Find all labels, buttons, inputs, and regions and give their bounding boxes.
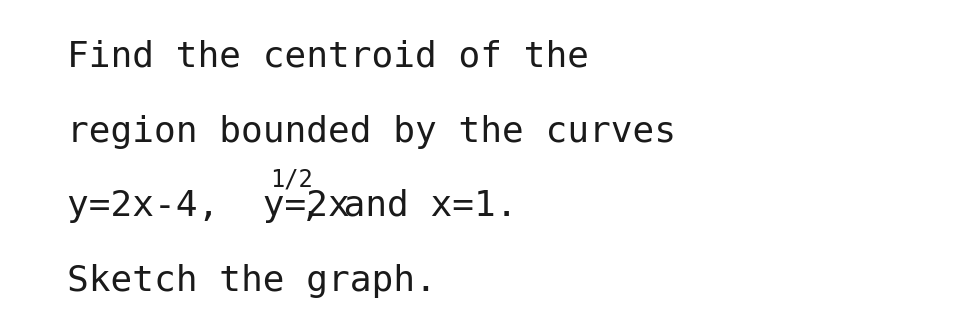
Text: Sketch the graph.: Sketch the graph. xyxy=(66,264,436,298)
Text: y=2x-4,  y=2x: y=2x-4, y=2x xyxy=(66,189,349,223)
Text: 1/2: 1/2 xyxy=(270,167,312,191)
Text: region bounded by the curves: region bounded by the curves xyxy=(66,115,675,149)
Text: Find the centroid of the: Find the centroid of the xyxy=(66,40,588,74)
Text: , and x=1.: , and x=1. xyxy=(300,189,517,223)
